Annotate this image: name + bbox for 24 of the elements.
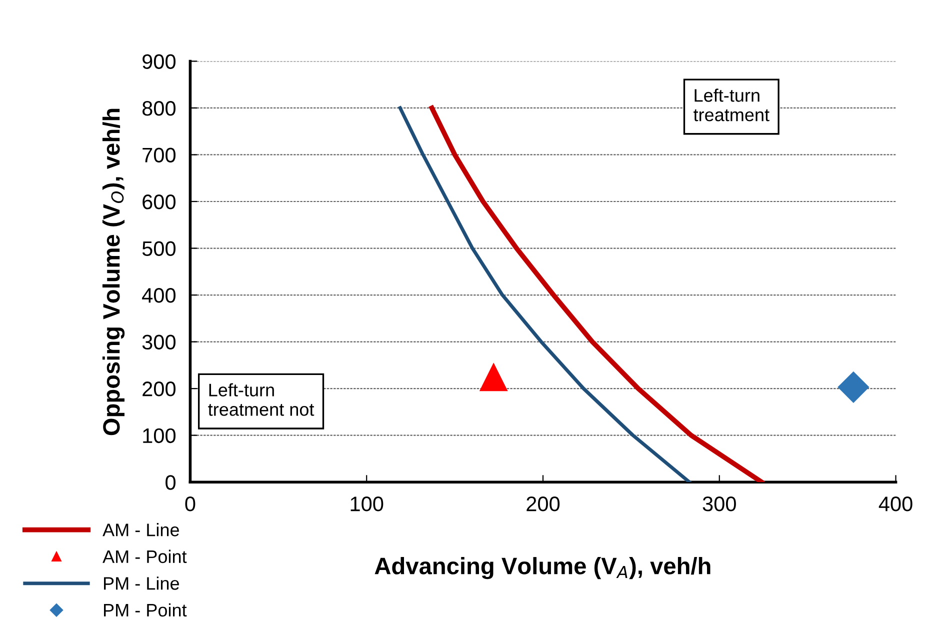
y-tick-label: 500	[142, 241, 176, 256]
x-tick-label: 400	[878, 496, 912, 512]
x-tick-label: 300	[702, 496, 736, 512]
x-tick-label: 100	[350, 496, 384, 512]
x-tick-label: 0	[185, 496, 196, 512]
y-tick-label: 200	[142, 382, 176, 396]
y-tick-label: 300	[142, 334, 176, 350]
line-series	[398, 106, 692, 482]
annotation: Left-turn treatment	[694, 88, 770, 122]
y-tick-label: 0	[166, 475, 176, 490]
y-axis-title: Opposing Volume (V$_{O}$), veh/h	[102, 108, 125, 436]
y-tick-label: 800	[142, 100, 176, 116]
x-axis-title: Advancing Volume (V$_{A}$), veh/h	[374, 557, 710, 580]
y-tick-label: 700	[142, 148, 176, 162]
x-tick-label: 200	[526, 496, 560, 512]
y-tick-label: 100	[143, 428, 176, 444]
legend-label: PM - Line	[104, 576, 179, 590]
y-tick-label: 900	[142, 54, 176, 69]
y-tick-label: 400	[142, 288, 176, 303]
y-tick-label: 600	[142, 194, 176, 210]
legend-label: AM - Line	[102, 523, 179, 536]
legend-label: PM - Point	[104, 603, 187, 617]
annotation: Left-turn treatment not	[208, 383, 314, 416]
legend-label: AM - Point	[102, 550, 187, 564]
